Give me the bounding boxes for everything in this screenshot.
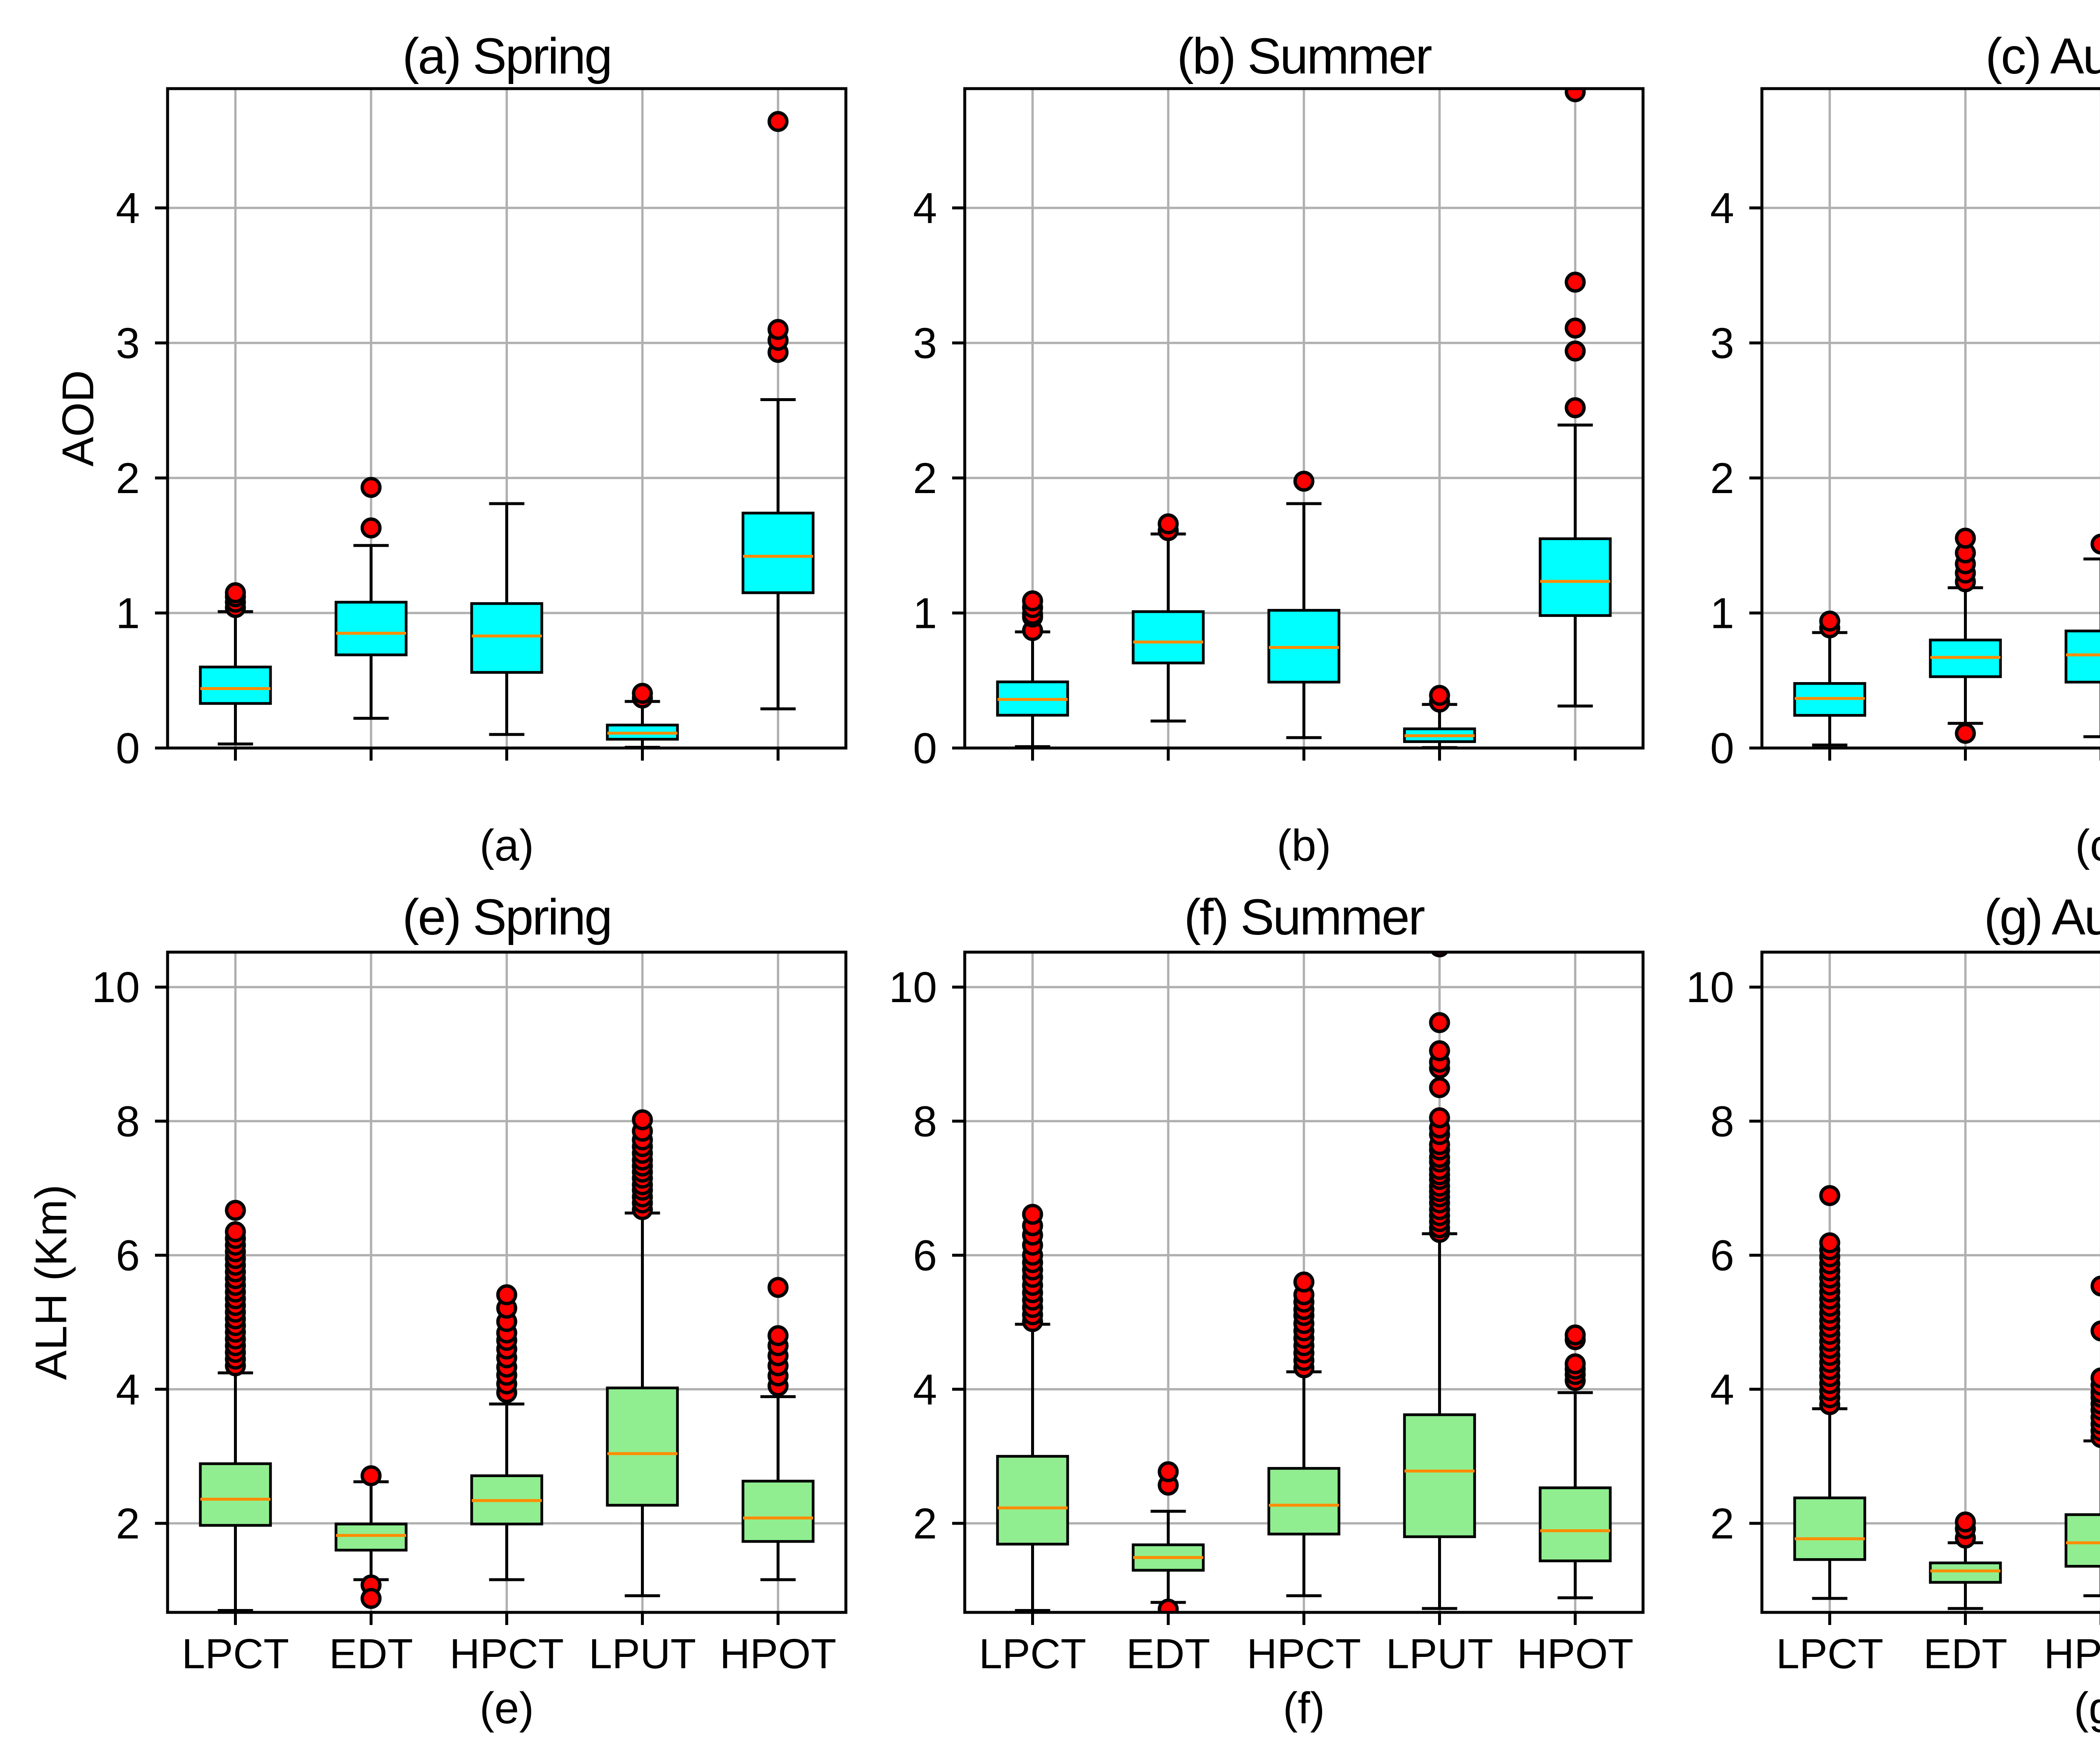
svg-text:1: 1 <box>913 589 937 638</box>
svg-text:(e) Spring: (e) Spring <box>402 888 611 945</box>
svg-text:(f): (f) <box>1283 1683 1325 1733</box>
svg-text:(f) Summer: (f) Summer <box>1184 888 1425 945</box>
svg-text:(c) Autumn: (c) Autumn <box>1985 27 2100 84</box>
svg-text:LPCT: LPCT <box>1776 1630 1884 1677</box>
svg-text:2: 2 <box>913 454 937 502</box>
svg-text:6: 6 <box>1710 1231 1734 1280</box>
svg-text:0: 0 <box>1710 724 1734 772</box>
svg-text:2: 2 <box>1710 1499 1734 1548</box>
svg-text:HPOT: HPOT <box>1517 1630 1634 1677</box>
svg-text:AOD: AOD <box>53 370 103 467</box>
svg-text:4: 4 <box>116 1365 140 1414</box>
svg-text:0: 0 <box>913 724 937 772</box>
svg-text:2: 2 <box>913 1499 937 1548</box>
svg-text:10: 10 <box>889 963 937 1011</box>
svg-text:(c): (c) <box>2075 821 2100 870</box>
svg-text:8: 8 <box>116 1097 140 1145</box>
svg-text:3: 3 <box>1710 319 1734 368</box>
svg-text:8: 8 <box>913 1097 937 1145</box>
svg-text:3: 3 <box>913 319 937 368</box>
svg-text:(g) Autumn: (g) Autumn <box>1984 888 2100 945</box>
svg-text:EDT: EDT <box>1924 1630 2008 1677</box>
svg-text:2: 2 <box>1710 454 1734 502</box>
svg-text:2: 2 <box>116 1499 140 1548</box>
svg-text:4: 4 <box>913 1365 937 1414</box>
svg-text:0: 0 <box>116 724 140 772</box>
svg-text:HPCT: HPCT <box>2044 1630 2100 1677</box>
svg-text:ALH (Km): ALH (Km) <box>26 1184 76 1380</box>
svg-text:1: 1 <box>1710 589 1734 638</box>
svg-text:10: 10 <box>92 963 140 1011</box>
svg-text:3: 3 <box>116 319 140 368</box>
svg-text:EDT: EDT <box>1126 1630 1210 1677</box>
svg-text:4: 4 <box>913 184 937 232</box>
svg-text:HPCT: HPCT <box>449 1630 564 1677</box>
svg-text:6: 6 <box>116 1231 140 1280</box>
svg-text:LPCT: LPCT <box>182 1630 289 1677</box>
svg-text:LPCT: LPCT <box>979 1630 1087 1677</box>
svg-text:(e): (e) <box>480 1683 534 1733</box>
svg-text:4: 4 <box>1710 184 1734 232</box>
svg-text:EDT: EDT <box>329 1630 413 1677</box>
svg-text:(b): (b) <box>1277 821 1331 870</box>
svg-text:LPUT: LPUT <box>589 1630 696 1677</box>
svg-text:(g): (g) <box>2074 1683 2100 1733</box>
svg-text:HPOT: HPOT <box>720 1630 837 1677</box>
svg-text:8: 8 <box>1710 1097 1734 1145</box>
svg-text:HPCT: HPCT <box>1247 1630 1361 1677</box>
svg-text:(b) Summer: (b) Summer <box>1177 27 1432 84</box>
svg-text:10: 10 <box>1686 963 1734 1011</box>
svg-text:4: 4 <box>1710 1365 1734 1414</box>
svg-text:4: 4 <box>116 184 140 232</box>
svg-text:6: 6 <box>913 1231 937 1280</box>
svg-text:(a): (a) <box>480 821 534 870</box>
svg-text:1: 1 <box>116 589 140 638</box>
svg-text:LPUT: LPUT <box>1386 1630 1494 1677</box>
svg-text:(a) Spring: (a) Spring <box>402 27 611 84</box>
svg-text:2: 2 <box>116 454 140 502</box>
